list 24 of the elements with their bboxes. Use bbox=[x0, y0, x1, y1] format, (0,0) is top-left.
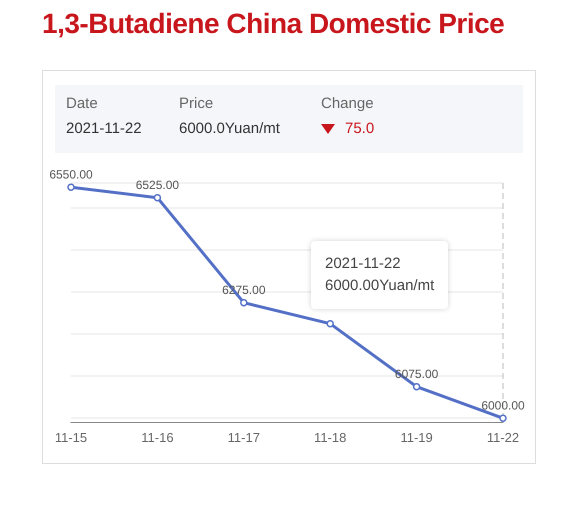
point bbox=[499, 414, 507, 422]
annotation: 6000.00Yuan/mt bbox=[325, 276, 434, 296]
point bbox=[154, 194, 162, 202]
data-label: 6550.00 bbox=[49, 168, 94, 182]
point bbox=[412, 382, 420, 390]
x-tick-label: 11-16 bbox=[141, 430, 174, 445]
data-label: 6000.00 bbox=[481, 398, 526, 413]
annotation: 2021-11-22 bbox=[325, 254, 402, 274]
text: Price bbox=[179, 95, 214, 112]
text: Date bbox=[66, 95, 99, 112]
x-tick-label: 11-15 bbox=[54, 430, 88, 445]
point bbox=[67, 183, 75, 191]
text: Change bbox=[321, 95, 374, 112]
x-tick-label: 11-17 bbox=[228, 430, 260, 445]
text: 2021-11-22 bbox=[66, 120, 143, 137]
x-tick-label: 11-18 bbox=[314, 430, 346, 445]
text: 6000.0Yuan/mt bbox=[179, 120, 281, 137]
chart-title: 1,3-Butadiene China Domestic Price bbox=[42, 8, 506, 40]
point bbox=[240, 298, 248, 306]
x-tick-label: 11-22 bbox=[486, 430, 520, 445]
x-tick-label: 11-19 bbox=[400, 430, 433, 445]
data-label: 6525.00 bbox=[136, 178, 180, 192]
point bbox=[326, 320, 334, 328]
text: 75.0 bbox=[345, 120, 374, 137]
